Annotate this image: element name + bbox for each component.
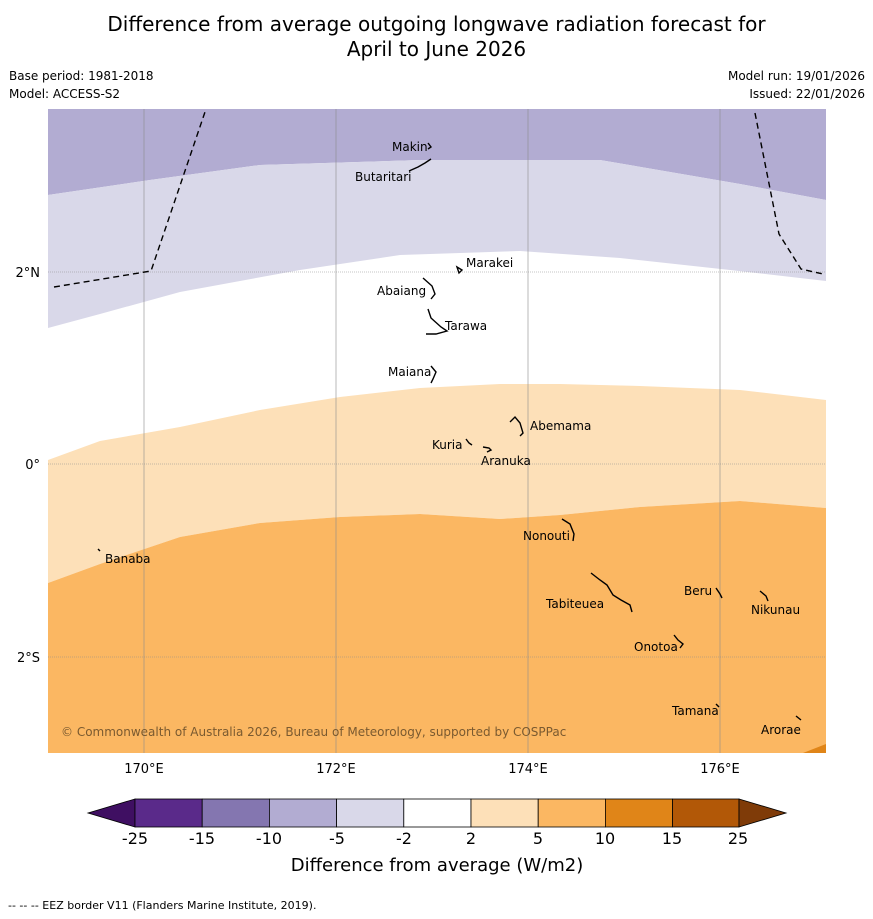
island-label-maiana: Maiana <box>388 365 431 379</box>
issued-date: Issued: 22/01/2026 <box>749 87 865 101</box>
island-shape-kuria <box>465 438 473 446</box>
island-label-beru: Beru <box>684 584 712 598</box>
colorbar-extend-low <box>86 798 136 828</box>
gridlines <box>48 109 826 753</box>
colorbar-bin-m2-2 <box>403 798 472 828</box>
lon-label-174: 174°E <box>508 762 548 777</box>
colorbar-bin-10-15 <box>605 798 674 828</box>
meta-right: Model run: 19/01/2026 Issued: 22/01/2026 <box>728 67 865 103</box>
title-line-2: April to June 2026 <box>346 37 527 61</box>
island-label-abaiang: Abaiang <box>377 284 426 298</box>
island-shape-abemama <box>509 415 524 437</box>
island-label-marakei: Marakei <box>466 256 513 270</box>
island-shape-butaritari <box>408 158 432 172</box>
island-shape-marakei <box>455 265 464 275</box>
colorbar-bin-5-10 <box>537 798 606 828</box>
colorbar-tick-1: -15 <box>189 829 215 848</box>
title-line-1: Difference from average outgoing longwav… <box>107 12 766 36</box>
island-label-nonouti: Nonouti <box>523 529 570 543</box>
lon-label-170: 170°E <box>124 762 164 777</box>
island-shape-maiana <box>430 365 437 384</box>
lon-label-172: 172°E <box>316 762 356 777</box>
eez-west <box>53 108 207 288</box>
colorbar <box>86 798 788 828</box>
island-label-onotoa: Onotoa <box>634 640 678 654</box>
colorbar-tick-2: -10 <box>256 829 282 848</box>
island-shape-tabiteuea <box>590 572 633 613</box>
island-label-nikunau: Nikunau <box>751 603 800 617</box>
island-shape-beru <box>715 587 723 599</box>
island-label-kuria: Kuria <box>432 438 463 452</box>
colorbar-tick-9: 25 <box>728 829 748 848</box>
island-label-butaritari: Butaritari <box>355 170 412 184</box>
copyright-notice: © Commonwealth of Australia 2026, Bureau… <box>61 725 566 739</box>
colorbar-bin-15-25 <box>672 798 740 828</box>
island-shape-abaiang <box>422 277 436 300</box>
island-label-abemama: Abemama <box>530 419 591 433</box>
model-name: Model: ACCESS-S2 <box>9 87 121 101</box>
island-shape-makin <box>427 142 433 150</box>
meta-left: Base period: 1981-2018 Model: ACCESS-S2 <box>9 67 154 103</box>
chart-title: Difference from average outgoing longwav… <box>0 12 873 62</box>
lon-label-176: 176°E <box>700 762 740 777</box>
colorbar-extend-high <box>738 798 788 828</box>
base-period: Base period: 1981-2018 <box>9 69 154 83</box>
eez-east <box>754 112 824 275</box>
island-label-tarawa: Tarawa <box>444 319 487 333</box>
island-shape-tarawa <box>426 308 449 335</box>
eez-legend-note: -- -- -- EEZ border V11 (Flanders Marine… <box>8 899 317 912</box>
latitude-labels: 2°N 0° 2°S <box>16 266 41 666</box>
island-shape-nonouti <box>561 518 575 542</box>
colorbar-bin-m25-m15 <box>134 798 203 828</box>
band-5-10 <box>48 501 826 753</box>
colorbar-tick-8: 15 <box>662 829 682 848</box>
band-m5-m2 <box>48 160 826 328</box>
colorbar-tick-7: 10 <box>595 829 615 848</box>
colorbar-tick-0: -25 <box>122 829 148 848</box>
colorbar-bin-m15-m10 <box>201 798 270 828</box>
island-shape-onotoa <box>673 634 684 649</box>
band-10-15 <box>803 744 826 753</box>
colorbar-tick-6: 5 <box>533 829 543 848</box>
island-labels: Makin Butaritari Marakei Abaiang Tarawa … <box>105 140 801 737</box>
island-label-arorae: Arorae <box>761 723 801 737</box>
colorbar-ticks: -25 -15 -10 -5 -2 2 5 10 15 25 <box>122 829 748 848</box>
band-2-5 <box>48 384 826 583</box>
colorbar-tick-5: 2 <box>466 829 476 848</box>
lat-label-2n: 2°N <box>16 266 41 281</box>
island-outlines <box>97 142 802 721</box>
lat-label-2s: 2°S <box>17 651 40 666</box>
island-label-banaba: Banaba <box>105 552 151 566</box>
island-shape-aranuka <box>482 446 493 453</box>
colorbar-bin-m10-m5 <box>268 798 337 828</box>
island-label-makin: Makin <box>392 140 428 154</box>
colorbar-tick-3: -5 <box>329 829 345 848</box>
island-shape-arorae <box>795 715 802 721</box>
colorbar-label: Difference from average (W/m2) <box>291 855 583 876</box>
colorbar-tick-4: -2 <box>396 829 412 848</box>
island-shape-banaba <box>97 548 101 552</box>
model-run: Model run: 19/01/2026 <box>727 69 865 83</box>
colorbar-bin-m5-m2 <box>336 798 405 828</box>
lat-label-0: 0° <box>25 458 40 473</box>
band-m10-m5 <box>48 109 826 200</box>
island-label-tabiteuea: Tabiteuea <box>545 597 604 611</box>
island-shape-tamana <box>715 703 720 708</box>
longitude-labels: 170°E 172°E 174°E 176°E <box>124 762 740 777</box>
colorbar-bin-2-5 <box>470 798 539 828</box>
island-shape-nikunau <box>759 590 769 602</box>
eez-borders <box>53 108 824 288</box>
island-label-aranuka: Aranuka <box>481 454 531 468</box>
island-label-tamana: Tamana <box>671 704 719 718</box>
